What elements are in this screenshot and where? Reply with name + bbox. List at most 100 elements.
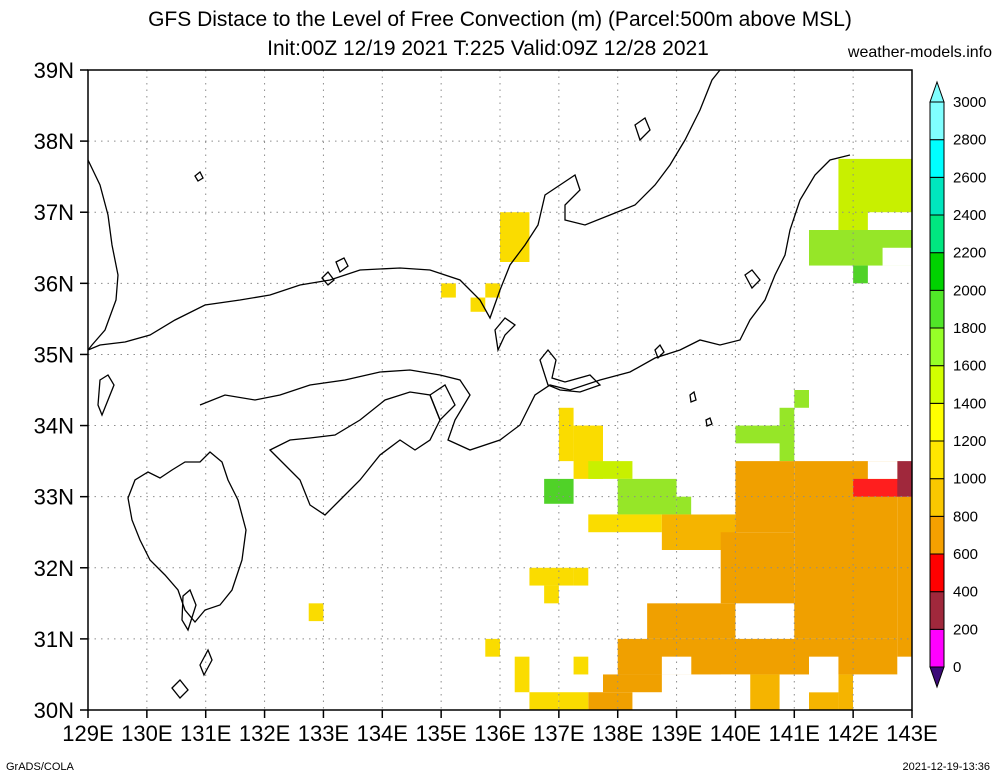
lon-label: 134E	[357, 721, 408, 746]
lat-label: 35N	[34, 342, 74, 367]
lfc-cell	[853, 265, 868, 284]
colorbar-swatch	[929, 252, 945, 291]
lfc-missing-cell	[809, 656, 839, 693]
lon-label: 136E	[474, 721, 525, 746]
lfc-cell	[838, 674, 854, 710]
lon-label: 133E	[298, 721, 349, 746]
colorbar-label: 2000	[953, 282, 986, 299]
colorbar: 0 200 400 600 800 1000 1200 1400 1600 1800 2000 220…	[929, 80, 986, 689]
colorbar-label: 1800	[953, 320, 986, 337]
lfc-cell	[588, 461, 633, 479]
lfc-cell	[514, 656, 530, 693]
colorbar-swatch	[929, 365, 945, 404]
colorbar-swatch	[929, 478, 945, 517]
lat-label: 36N	[34, 271, 74, 296]
colorbar-label: 800	[953, 508, 978, 525]
colorbar-swatch	[929, 402, 945, 442]
colorbar-label: 1600	[953, 358, 986, 375]
lfc-cell	[750, 674, 780, 710]
lfc-cell	[470, 297, 486, 312]
lfc-missing-cell	[691, 496, 721, 515]
lat-label: 37N	[34, 200, 74, 225]
lfc-cell	[809, 692, 839, 710]
lon-label: 137E	[533, 721, 584, 746]
colorbar-label: 2400	[953, 207, 986, 224]
colorbar-label: 600	[953, 546, 978, 563]
lfc-cell	[529, 567, 574, 586]
colorbar-label: 1200	[953, 433, 986, 450]
lfc-missing-cell	[853, 674, 898, 710]
lon-label: 131E	[180, 721, 231, 746]
lfc-missing-cell	[867, 461, 898, 479]
colorbar-label: 1000	[953, 471, 986, 488]
footer-timestamp: 2021-12-19-13:36	[902, 761, 990, 773]
lfc-field	[308, 158, 912, 710]
colorbar-max-arrow	[929, 80, 945, 103]
lfc-cell	[500, 212, 530, 262]
lon-label: 142E	[827, 721, 878, 746]
colorbar-swatch	[929, 440, 945, 480]
lon-label: 140E	[710, 721, 761, 746]
lfc-cell	[603, 674, 662, 693]
lfc-cell	[558, 407, 574, 462]
lfc-cell	[676, 496, 692, 515]
colorbar-label: 2200	[953, 245, 986, 262]
colorbar-label: 0	[953, 659, 961, 676]
lfc-missing-cell	[882, 247, 912, 266]
lfc-cell	[558, 692, 589, 710]
lfc-cell	[573, 567, 589, 586]
lon-label: 132E	[239, 721, 290, 746]
lfc-cell	[588, 692, 633, 710]
lon-label: 141E	[769, 721, 820, 746]
lfc-cell	[779, 407, 795, 462]
colorbar-label: 400	[953, 584, 978, 601]
map-title-line1: GFS Distace to the Level of Free Convect…	[148, 8, 852, 31]
lon-label: 130E	[121, 721, 172, 746]
lfc-cell	[647, 603, 736, 639]
colorbar-label: 3000	[953, 94, 986, 111]
lat-label: 38N	[34, 129, 74, 154]
colorbar-swatch	[929, 327, 945, 367]
colorbar-swatch	[929, 214, 945, 254]
lon-label: 143E	[886, 721, 937, 746]
lfc-cell	[617, 638, 898, 675]
lfc-missing-cell	[867, 212, 912, 230]
lfc-cell	[441, 283, 456, 298]
lat-label: 32N	[34, 556, 74, 581]
colorbar-swatch	[929, 553, 945, 593]
map-title-line2: Init:00Z 12/19 2021 T:225 Valid:09Z 12/2…	[0, 37, 1000, 61]
lon-label: 129E	[62, 721, 113, 746]
footer-software: GrADS/COLA	[6, 761, 74, 773]
lat-label: 39N	[34, 58, 74, 83]
lfc-cell	[485, 638, 500, 657]
colorbar-label: 200	[953, 621, 978, 638]
colorbar-swatch	[929, 591, 945, 630]
title-init-valid: Init:00Z 12/19 2021 T:225 Valid:09Z 12/2…	[267, 37, 709, 60]
lfc-cell	[897, 461, 912, 497]
lfc-missing-cell	[720, 674, 751, 710]
colorbar-swatch	[929, 176, 945, 216]
lon-label: 138E	[592, 721, 643, 746]
lfc-cell	[794, 390, 809, 408]
lfc-cell	[544, 585, 559, 604]
colorbar-min-arrow	[929, 666, 945, 689]
site-credit: weather-models.info	[847, 44, 992, 61]
axes: 129E 130E 131E 132E 133E 134E 135E 136E 137E 138E…	[34, 58, 938, 746]
colorbar-label: 2800	[953, 132, 986, 149]
lfc-cell	[529, 692, 559, 710]
lfc-cell	[573, 656, 589, 675]
lat-label: 30N	[34, 698, 74, 723]
colorbar-swatch	[929, 101, 945, 141]
colorbar-swatch	[929, 628, 945, 668]
coastline	[87, 69, 851, 699]
lfc-cell	[485, 283, 500, 298]
colorbar-label: 1400	[953, 395, 986, 412]
lat-label: 34N	[34, 414, 74, 439]
lat-label: 33N	[34, 485, 74, 510]
lon-label: 139E	[651, 721, 702, 746]
lat-label: 31N	[34, 627, 74, 652]
lfc-missing-cell	[661, 656, 692, 675]
graticule	[88, 70, 912, 710]
lfc-cell	[308, 603, 324, 622]
